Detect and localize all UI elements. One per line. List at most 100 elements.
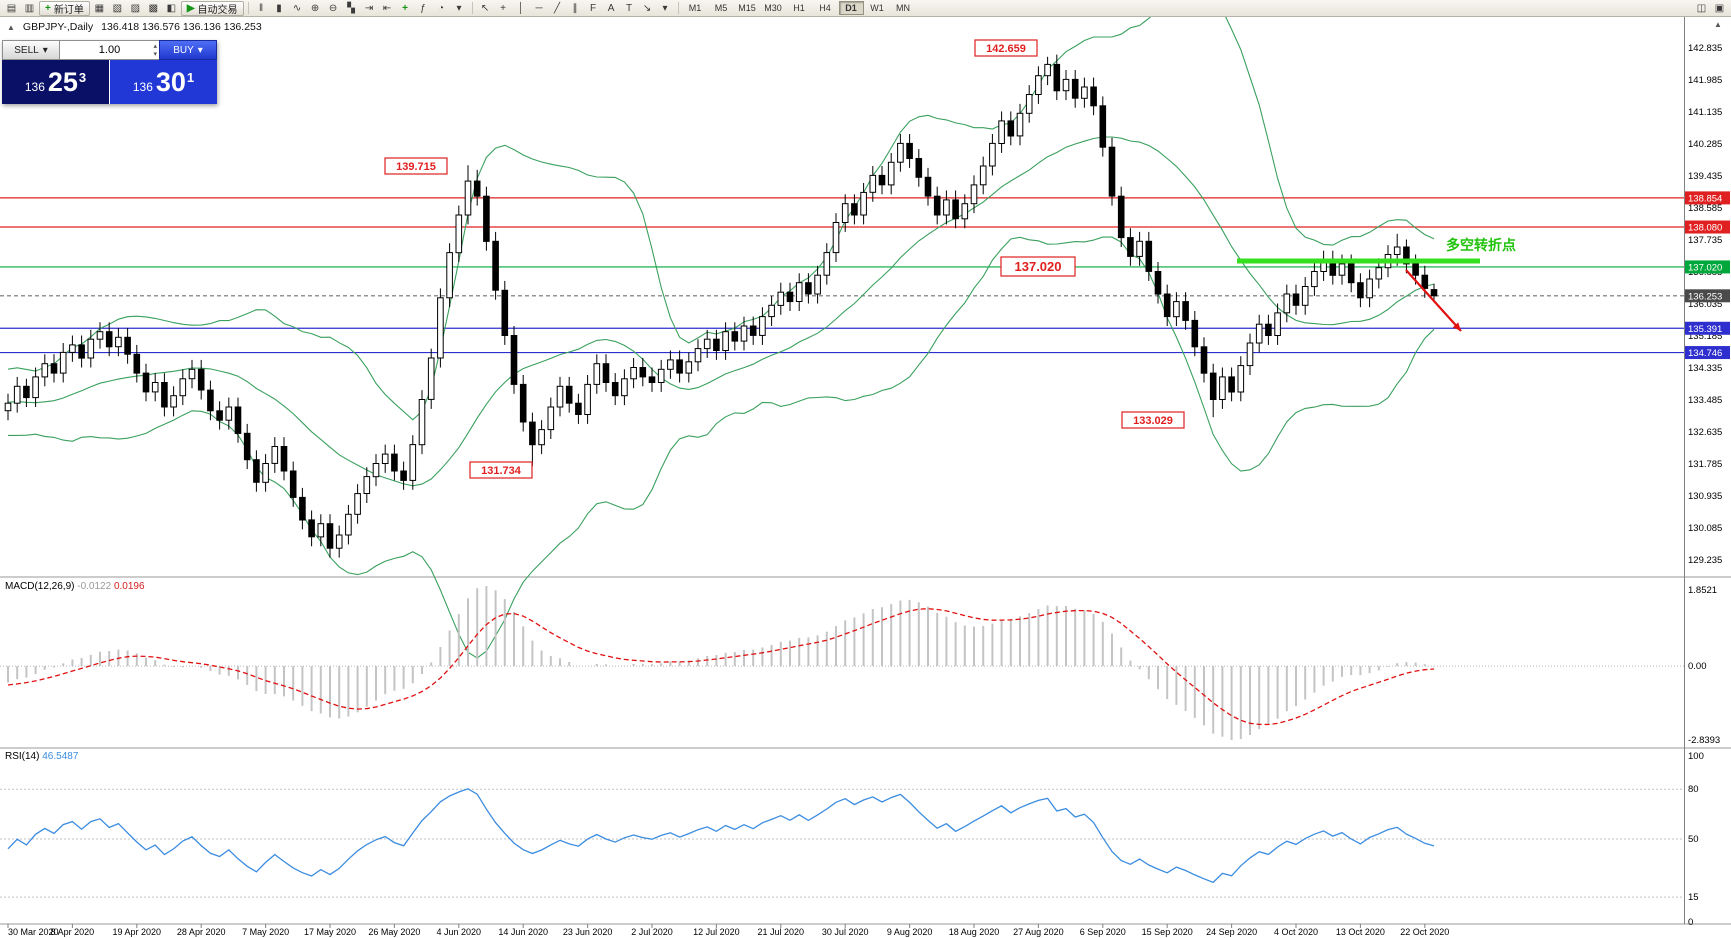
bollinger-middle-band bbox=[7, 136, 1435, 487]
toolbar-separator bbox=[471, 2, 473, 14]
price-tag-text: 138.854 bbox=[1688, 193, 1722, 204]
auto-scroll-button[interactable]: ⇥ bbox=[361, 1, 378, 16]
horizontal-line-button[interactable]: ─ bbox=[531, 1, 548, 16]
shapes-dropdown-button[interactable]: ▾ bbox=[657, 1, 674, 16]
down-trend-arrow[interactable] bbox=[1405, 269, 1462, 332]
price-scale-label: 140.285 bbox=[1688, 139, 1722, 150]
auto-trading-button[interactable]: ▶ 自动交易 bbox=[180, 0, 244, 16]
chart-shift-icon: ⇤ bbox=[382, 2, 392, 14]
candle-body bbox=[1292, 293, 1300, 306]
fibonacci-button[interactable]: F bbox=[585, 1, 602, 16]
volume-spinner[interactable]: ▴ ▾ bbox=[153, 43, 157, 59]
time-axis-label: 4 Jun 2020 bbox=[437, 927, 482, 937]
text-icon: A bbox=[607, 2, 615, 14]
new-order-button[interactable]: + 新订单 bbox=[39, 0, 90, 16]
candle-body bbox=[69, 344, 76, 353]
rsi-scale-label: 15 bbox=[1688, 892, 1699, 903]
toolbar-group-drawing-tools: ↖ + │ ─ ╱ ∥ F A T ↘ ▾ bbox=[477, 1, 674, 16]
time-axis-label: 21 Jul 2020 bbox=[758, 927, 805, 937]
timeframe-m5-button[interactable]: M5 bbox=[709, 1, 734, 15]
price-scale-label: 131.785 bbox=[1688, 459, 1722, 470]
candle-body bbox=[170, 395, 177, 408]
price-tag-text: 137.020 bbox=[1688, 262, 1722, 273]
timeframe-h1-button[interactable]: H1 bbox=[787, 1, 812, 15]
candle-body bbox=[1237, 365, 1245, 393]
text-label-icon: T bbox=[625, 2, 633, 14]
candlestick-chart-button[interactable]: ▮ bbox=[271, 1, 288, 16]
annotation-box[interactable] bbox=[1121, 411, 1185, 429]
price-scale-label: 142.835 bbox=[1688, 43, 1722, 54]
candle-body bbox=[998, 120, 1005, 145]
text-button[interactable]: A bbox=[603, 1, 620, 16]
buy-price-big: 30 bbox=[155, 67, 186, 97]
equidistant-channel-button[interactable]: ∥ bbox=[567, 1, 584, 16]
annotation-box[interactable] bbox=[1000, 256, 1076, 277]
timeframe-m1-button[interactable]: M1 bbox=[683, 1, 708, 15]
periods-button[interactable]: ◔ bbox=[433, 1, 450, 16]
timeframe-mn-button[interactable]: MN bbox=[891, 1, 916, 15]
annotation-box[interactable] bbox=[469, 461, 533, 479]
candle-body bbox=[786, 291, 794, 303]
candle-body bbox=[1136, 240, 1143, 257]
buy-price-button[interactable]: 136 30 1 bbox=[109, 60, 217, 104]
rsi-indicator-label: RSI(14) 46.5487 bbox=[5, 751, 78, 762]
candle-body bbox=[1412, 263, 1419, 276]
buy-dropdown-button[interactable]: BUY ▾ bbox=[159, 40, 217, 60]
sell-price-button[interactable]: 136 25 3 bbox=[2, 60, 109, 104]
new-order-plus-icon: + bbox=[45, 2, 51, 14]
candle-body bbox=[722, 331, 729, 352]
vertical-line-button[interactable]: │ bbox=[513, 1, 530, 16]
spinner-up-icon: ▴ bbox=[153, 43, 157, 50]
caret-down-icon: ▾ bbox=[42, 44, 48, 56]
volume-field[interactable]: 1.00 ▴ ▾ bbox=[60, 40, 159, 60]
timeframe-m30-button[interactable]: M30 bbox=[761, 1, 786, 15]
candle-body bbox=[731, 331, 739, 342]
cursor-button[interactable]: ↖ bbox=[477, 1, 494, 16]
candle-body bbox=[1338, 263, 1346, 276]
candle-body bbox=[841, 203, 849, 223]
arrow-objects-button[interactable]: ↘ bbox=[639, 1, 656, 16]
candle-body bbox=[1071, 78, 1079, 99]
macd-scale-label: 1.8521 bbox=[1688, 585, 1717, 596]
indicator-list-icon: ƒ bbox=[420, 2, 426, 14]
zoom-in-button[interactable]: ⊕ bbox=[307, 1, 324, 16]
annotation-box[interactable] bbox=[384, 157, 448, 175]
terminal-button[interactable]: ▩ bbox=[145, 1, 162, 16]
trendline-button[interactable]: ╱ bbox=[549, 1, 566, 16]
new-chart-button[interactable]: ▤ bbox=[3, 1, 20, 16]
line-chart-button[interactable]: ∿ bbox=[289, 1, 306, 16]
sell-dropdown-button[interactable]: SELL ▾ bbox=[2, 40, 60, 60]
candle-body bbox=[1108, 146, 1116, 197]
profiles-button[interactable]: ▥ bbox=[21, 1, 38, 16]
indicator-list-button[interactable]: ƒ bbox=[415, 1, 432, 16]
strategy-tester-button[interactable]: ◧ bbox=[163, 1, 180, 16]
tile-windows-button[interactable]: ▚ bbox=[343, 1, 360, 16]
time-axis-label: 12 Jul 2020 bbox=[693, 927, 740, 937]
candle-body bbox=[326, 523, 334, 549]
add-indicator-button[interactable]: + bbox=[397, 1, 414, 16]
chart-shift-button[interactable]: ⇤ bbox=[379, 1, 396, 16]
templates-icon: ▾ bbox=[456, 2, 462, 14]
timeframe-h4-button[interactable]: H4 bbox=[813, 1, 838, 15]
chart-window-button[interactable]: ◫ bbox=[1693, 1, 1710, 16]
zoom-in-icon: ⊕ bbox=[310, 2, 320, 14]
bar-chart-button[interactable]: ‖ bbox=[253, 1, 270, 16]
annotation-box[interactable] bbox=[974, 39, 1038, 57]
docking-button[interactable]: ▣ bbox=[1711, 1, 1728, 16]
text-label-button[interactable]: T bbox=[621, 1, 638, 16]
crosshair-button[interactable]: + bbox=[495, 1, 512, 16]
candle-body bbox=[243, 432, 251, 461]
templates-button[interactable]: ▾ bbox=[451, 1, 468, 16]
candle-body bbox=[151, 382, 159, 393]
data-window-button[interactable]: ▧ bbox=[109, 1, 126, 16]
horizontal-line-icon: ─ bbox=[535, 2, 543, 14]
candle-body bbox=[354, 493, 361, 515]
timeframe-d1-button[interactable]: D1 bbox=[838, 1, 864, 15]
timeframe-w1-button[interactable]: W1 bbox=[865, 1, 890, 15]
market-watch-button[interactable]: ▦ bbox=[91, 1, 108, 16]
candle-body bbox=[676, 359, 683, 374]
zoom-out-button[interactable]: ⊖ bbox=[325, 1, 342, 16]
navigator-button[interactable]: ▨ bbox=[127, 1, 144, 16]
timeframe-m15-button[interactable]: M15 bbox=[735, 1, 760, 15]
candle-body bbox=[1154, 271, 1162, 295]
